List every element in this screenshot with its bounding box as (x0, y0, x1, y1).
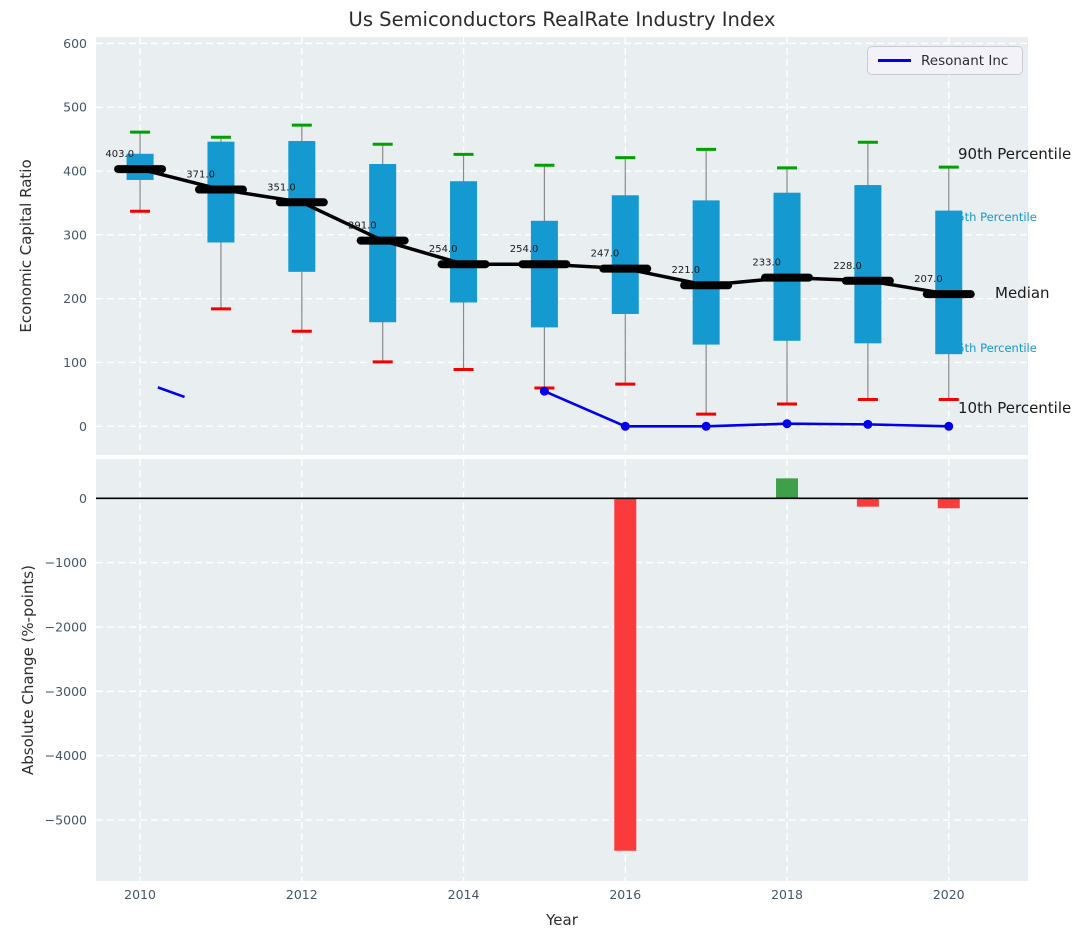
median-value-label: 228.0 (833, 261, 862, 272)
resonant-point (539, 386, 549, 396)
annotation-10th-percentile: 10th Percentile (958, 399, 1071, 417)
iqr-box (530, 220, 558, 328)
x-tick-label: 2012 (286, 887, 318, 902)
top-y-tick-label: 500 (63, 100, 87, 115)
x-tick-label: 2020 (933, 887, 965, 902)
top-y-tick-label: 300 (63, 227, 87, 242)
change-bar (776, 478, 799, 499)
resonant-point (701, 421, 711, 431)
annotation-75th-percentile: 75th Percentile (950, 210, 1037, 224)
median-value-label: 291.0 (348, 221, 377, 232)
median-value-label: 233.0 (752, 258, 781, 269)
median-value-label: 254.0 (510, 244, 539, 255)
bottom-plot-area (96, 459, 1028, 881)
x-axis-label: Year (546, 911, 578, 929)
iqr-box (854, 185, 882, 344)
bottom-y-tick-label: −1000 (45, 555, 87, 570)
top-y-tick-label: 100 (63, 355, 87, 370)
change-bar (856, 498, 879, 507)
x-tick-label: 2014 (448, 887, 480, 902)
median-value-label: 254.0 (429, 244, 458, 255)
iqr-box (611, 195, 639, 314)
annotation-median: Median (995, 284, 1050, 302)
annotation-90th-percentile: 90th Percentile (958, 145, 1071, 163)
legend-line-swatch (878, 59, 911, 62)
median-value-label: 403.0 (105, 149, 134, 160)
iqr-box (773, 192, 801, 341)
median-value-label: 247.0 (591, 249, 620, 260)
bottom-y-tick-label: −3000 (45, 684, 87, 699)
resonant-point (782, 419, 792, 429)
top-y-axis-label: Economic Capital Ratio (17, 159, 35, 333)
bottom-y-tick-label: 0 (79, 491, 87, 506)
change-bar (937, 498, 960, 509)
change-bar (614, 498, 637, 851)
legend: Resonant Inc (867, 46, 1023, 75)
top-plot-area (96, 37, 1028, 455)
resonant-point (944, 421, 954, 431)
bottom-y-axis-label: Absolute Change (%-points) (19, 565, 37, 775)
top-y-tick-label: 0 (79, 419, 87, 434)
bottom-y-tick-label: −4000 (45, 748, 87, 763)
median-value-label: 221.0 (672, 265, 701, 276)
iqr-box (450, 181, 478, 303)
median-value-label: 351.0 (267, 182, 296, 193)
resonant-point (863, 419, 873, 429)
x-tick-label: 2016 (609, 887, 641, 902)
x-tick-label: 2010 (124, 887, 156, 902)
median-value-label: 371.0 (186, 170, 215, 181)
iqr-box (935, 210, 963, 355)
chart-title: Us Semiconductors RealRate Industry Inde… (348, 8, 776, 31)
legend-label: Resonant Inc (921, 52, 1009, 69)
bottom-y-tick-label: −5000 (45, 812, 87, 827)
bottom-y-tick-label: −2000 (45, 619, 87, 634)
iqr-box (692, 200, 720, 345)
top-y-tick-label: 400 (63, 164, 87, 179)
x-tick-label: 2018 (771, 887, 803, 902)
top-y-tick-label: 600 (63, 36, 87, 51)
resonant-point (620, 421, 630, 431)
median-value-label: 207.0 (914, 274, 943, 285)
annotation-25th-percentile: 25th Percentile (950, 341, 1037, 355)
resonant-line (543, 389, 949, 428)
resonant-line-stub (157, 386, 185, 399)
top-y-tick-label: 200 (63, 291, 87, 306)
